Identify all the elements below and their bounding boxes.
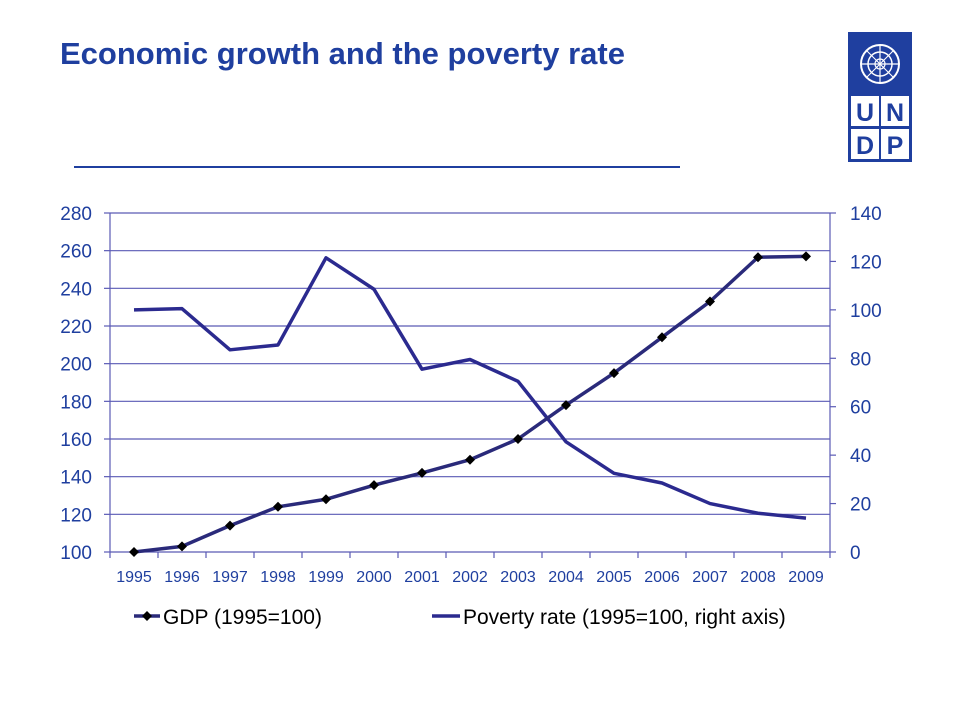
legend: GDP (1995=100) Poverty rate (1995=100, ri… [134, 606, 786, 629]
gdp-point-1999 [321, 494, 331, 505]
x-tick-label: 2000 [356, 569, 392, 586]
left-tick-label: 200 [60, 355, 92, 376]
legend-label-poverty-rate: Poverty rate (1995=100, right axis) [463, 606, 786, 629]
series-line-gdp [133, 254, 807, 554]
right-tick-label: 120 [850, 252, 882, 273]
x-tick-label: 1997 [212, 569, 248, 586]
gdp-point-2007 [705, 296, 715, 307]
left-tick-label: 280 [60, 204, 92, 225]
right-axis-ticks: 0 20 40 60 80 100 120 140 [850, 204, 882, 564]
x-tick-label: 2004 [548, 569, 584, 586]
gdp-point-2006 [657, 332, 667, 343]
series-layer [129, 251, 811, 557]
x-tick-label: 1999 [308, 569, 344, 586]
gdp-point-2002 [465, 454, 475, 465]
logo-letter-d: D [856, 132, 874, 160]
gdp-point-1996 [177, 541, 187, 552]
un-emblem-icon [860, 44, 900, 84]
axes [104, 212, 836, 558]
x-tick-label: 2008 [740, 569, 776, 586]
logo-letter-n: N [886, 99, 904, 127]
left-tick-label: 140 [60, 468, 92, 489]
x-tick-label: 2007 [692, 569, 728, 586]
title-underline [74, 166, 680, 168]
left-tick-label: 240 [60, 279, 92, 300]
left-axis-ticks: 100 120 140 160 180 200 220 240 260 280 [60, 204, 92, 564]
right-tick-label: 100 [850, 301, 882, 322]
x-tick-label: 2001 [404, 569, 440, 586]
gdp-point-2003 [513, 434, 523, 444]
x-axis-ticks: 1995 1996 1997 1998 1999 2000 2001 2002 2003 2004… [116, 569, 824, 586]
x-tick-label: 2006 [644, 569, 680, 586]
series-line-poverty-rate [133, 256, 807, 520]
legend-label-gdp: GDP (1995=100) [163, 606, 322, 629]
gdp-point-1998 [273, 501, 283, 512]
undp-logo: U N D P [848, 32, 912, 162]
right-tick-label: 80 [850, 349, 871, 370]
right-tick-label: 40 [850, 446, 871, 467]
gdp-point-1997 [225, 520, 235, 531]
x-tick-label: 1998 [260, 569, 296, 586]
right-tick-label: 60 [850, 398, 871, 419]
left-tick-label: 120 [60, 505, 92, 526]
gdp-point-2004 [561, 400, 571, 411]
gdp-point-2009 [801, 251, 811, 262]
x-tick-label: 2005 [596, 569, 632, 586]
right-tick-label: 20 [850, 495, 871, 516]
left-tick-label: 180 [60, 392, 92, 413]
left-tick-label: 260 [60, 242, 92, 263]
logo-letter-u: U [856, 99, 874, 127]
x-tick-label: 2003 [500, 569, 536, 586]
gdp-point-1995 [129, 547, 139, 557]
gdp-point-2008 [753, 252, 763, 263]
left-tick-label: 100 [60, 543, 92, 564]
x-tick-label: 2002 [452, 569, 488, 586]
gdp-point-2001 [417, 467, 427, 478]
left-tick-label: 220 [60, 317, 92, 338]
right-tick-label: 140 [850, 204, 882, 225]
legend-marker-gdp [142, 611, 152, 621]
logo-letter-p: P [887, 132, 904, 160]
gridlines [110, 212, 830, 515]
gdp-point-2000 [369, 480, 379, 491]
x-tick-label: 1996 [164, 569, 200, 586]
x-tick-label: 1995 [116, 569, 152, 586]
x-tick-label: 2009 [788, 569, 824, 586]
slide-title: Economic growth and the poverty rate [60, 36, 625, 71]
left-tick-label: 160 [60, 430, 92, 451]
gdp-point-2005 [609, 368, 619, 379]
right-tick-label: 0 [850, 543, 861, 564]
